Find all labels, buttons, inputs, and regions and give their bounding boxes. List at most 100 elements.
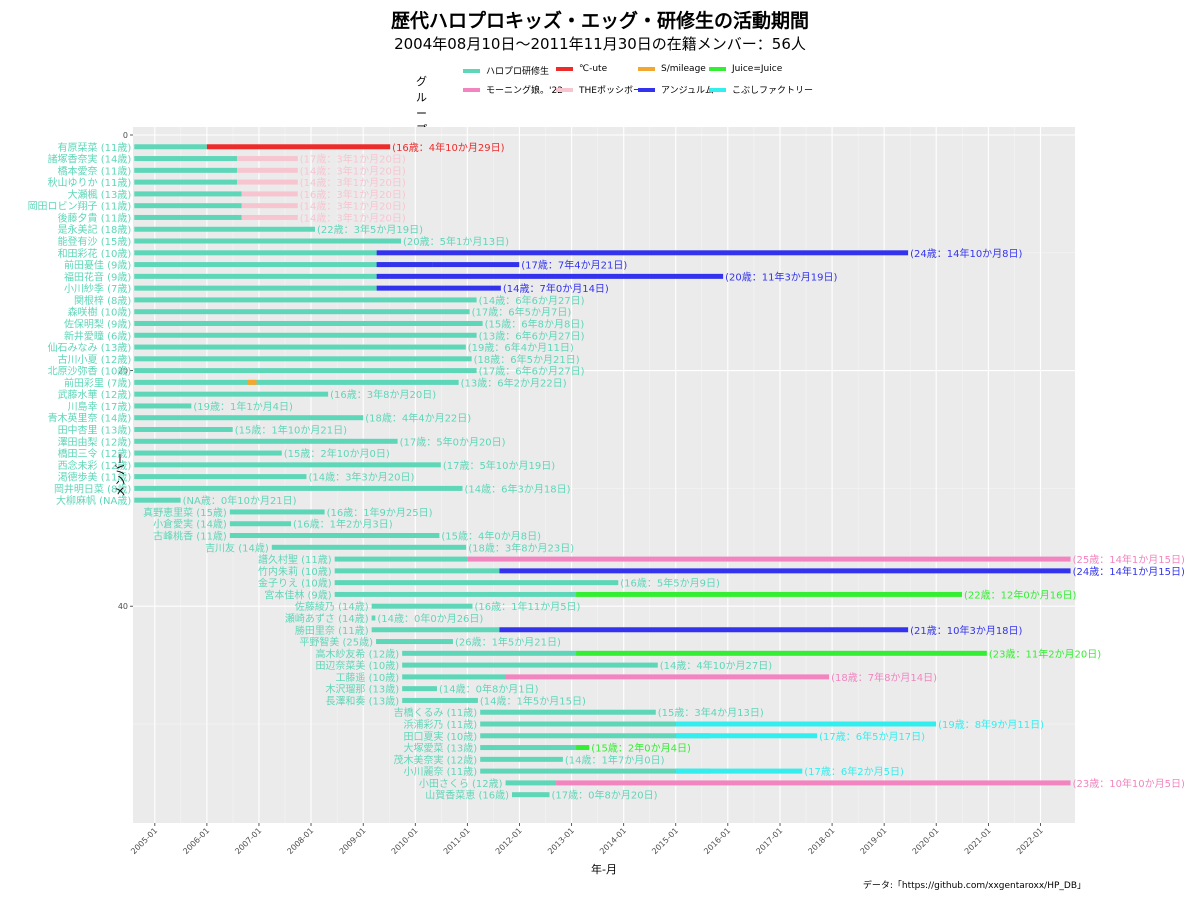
duration-bar (511, 792, 550, 798)
duration-label: (14歳：0年0か月26日) (377, 612, 483, 625)
duration-bar (237, 179, 298, 185)
member-label: 竹内朱莉 (10歳) (258, 565, 332, 578)
duration-bar (134, 403, 192, 409)
duration-label: (17歳：3年1か月20日) (300, 153, 406, 166)
duration-bar (134, 462, 441, 468)
duration-label: (17歳：0年8か月20日) (552, 789, 658, 802)
x-tick-label: 2019-01 (859, 826, 889, 856)
member-label: 小川紗季 (7歳) (64, 283, 131, 295)
duration-bar (576, 650, 987, 656)
duration-label: (15歳：2年0か月4日) (591, 742, 691, 755)
duration-bar (229, 521, 292, 527)
legend-label: S/mileage (661, 64, 706, 74)
duration-label: (16歳：1年2か月3日) (293, 518, 393, 531)
duration-bar (402, 674, 507, 680)
duration-label: (17歳：6年6か月27日) (479, 365, 585, 378)
duration-bar (134, 238, 402, 244)
duration-label: (17歳：6年2か月5日) (804, 765, 904, 778)
duration-bar (206, 144, 391, 150)
duration-label: (19歳：6年4か月11日) (468, 341, 574, 354)
duration-bar (134, 262, 433, 268)
duration-bar (376, 273, 724, 279)
legend-item: モーニング娘。'22 (463, 83, 563, 96)
member-label: 大柳麻帆 (NA歳) (56, 494, 131, 507)
duration-bar (229, 509, 325, 515)
y-axis-title: メンバー (114, 453, 127, 497)
duration-bar (480, 733, 711, 739)
duration-label: (21歳：10年3か月18日) (910, 624, 1022, 637)
x-tick-label: 2008-01 (285, 826, 315, 856)
member-label: 岡井明日菜 (8歳) (54, 482, 131, 495)
duration-label: (14歳：3年1か月20日) (300, 200, 406, 213)
x-axis-title: 年-月 (591, 862, 617, 876)
member-label: 浜浦彩乃 (11歳) (403, 718, 477, 731)
legend-swatch (709, 67, 726, 71)
member-label: 秋山ゆりか (11歳) (48, 176, 132, 189)
member-label: 勝田里奈 (11歳) (295, 624, 369, 637)
duration-bar (334, 580, 619, 586)
member-label: 澤田由梨 (12歳) (58, 435, 132, 448)
duration-bar (576, 591, 963, 597)
member-label: 川島幸 (17歳) (68, 400, 132, 413)
member-label: 前田憂佳 (9歳) (64, 259, 131, 272)
duration-bar (402, 686, 437, 692)
member-label: 橋田三令 (12歳) (58, 447, 132, 460)
duration-bar (576, 745, 590, 751)
member-label: 西念未彩 (12歳) (58, 459, 132, 472)
legend-label: ハロプロ研修生 (486, 67, 550, 77)
duration-label: (14歳：1年7か月0日) (565, 753, 665, 766)
duration-bar (499, 568, 1071, 574)
duration-label: (16歳：1年11か月5日) (474, 600, 580, 613)
duration-label: (16歳：4年10か月29日) (392, 141, 504, 154)
x-tick-label: 2022-01 (1015, 826, 1045, 856)
duration-label: (24歳：14年10か月8日) (910, 247, 1022, 260)
y-tick-label: 0 (123, 131, 128, 140)
duration-bar (134, 427, 233, 432)
member-label: 吉橋くるみ (11歳) (394, 706, 478, 719)
member-label: 橋本愛奈 (11歳) (58, 164, 132, 177)
duration-label: (20歳：5年1か月13日) (403, 235, 509, 248)
duration-bar (134, 320, 483, 326)
legend-label: アンジュルム (661, 86, 714, 96)
duration-bar (134, 250, 377, 256)
duration-bar (134, 438, 398, 444)
member-label: 山賀香菜恵 (16歳) (425, 789, 509, 802)
member-label: 田口夏実 (10歳) (403, 730, 477, 743)
duration-bar (506, 674, 830, 680)
duration-bar (134, 450, 282, 456)
duration-label: (17歳：6年5か月7日) (472, 306, 572, 319)
duration-label: (15歳：2年10か月0日) (284, 447, 390, 460)
duration-bar (134, 179, 238, 185)
duration-bar (376, 639, 453, 645)
legend-item: ℃-ute (556, 64, 607, 74)
legend-swatch (556, 67, 573, 71)
duration-label: (14歳：6年3か月18日) (465, 482, 571, 495)
duration-label: (15歳：3年4か月13日) (658, 706, 764, 719)
member-label: 和田彩花 (10歳) (58, 247, 132, 260)
duration-label: (17歳：6年5か月17日) (819, 730, 925, 743)
duration-bar (237, 156, 298, 162)
duration-bar (376, 285, 501, 291)
x-tick-label: 2020-01 (911, 826, 941, 856)
duration-label: (18歳：4年4か月22日) (365, 412, 471, 425)
duration-label: (18歳：3年8か月23日) (468, 541, 574, 554)
duration-label: (16歳：3年8か月20日) (330, 388, 436, 401)
legend-item: こぶしファクトリー (709, 83, 813, 96)
member-label: 有原栞菜 (11歳) (58, 141, 132, 154)
duration-bar (134, 191, 242, 197)
duration-label: (22歳：3年5か月19日) (317, 223, 423, 236)
member-label: 佐保明梨 (9歳) (64, 317, 131, 330)
duration-bar (241, 191, 298, 197)
member-label: 田中杏里 (13歳) (58, 424, 132, 437)
member-label: 古峰桃香 (11歳) (153, 530, 227, 543)
duration-bar (134, 356, 472, 362)
chart-title: 歴代ハロプロキッズ・エッグ・研修生の活動期間 (390, 10, 809, 32)
member-label: 小田さくら (12歳) (419, 778, 503, 790)
duration-label: (15歳：6年8か月8日) (485, 317, 585, 330)
duration-label: (18歳：7年8か月14日) (831, 671, 937, 684)
duration-bar (134, 368, 477, 374)
duration-bar (556, 780, 1071, 786)
duration-bar (134, 297, 477, 303)
x-tick-label: 2021-01 (963, 826, 993, 856)
member-label: 北原沙弥香 (10歳) (48, 365, 132, 378)
